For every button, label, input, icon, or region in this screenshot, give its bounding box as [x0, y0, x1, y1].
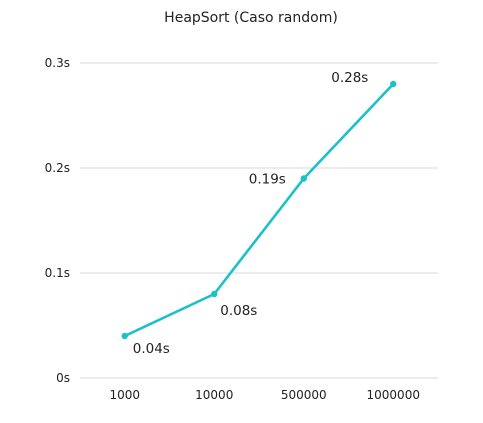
- data-label: 0.28s: [331, 70, 368, 86]
- data-point: [390, 80, 397, 88]
- x-axis-ticks: 1000 10000 500000 1000000: [109, 388, 420, 402]
- data-label-layer: 0.04s 0.08s 0.19s 0.28s: [133, 70, 369, 357]
- x-tick-label: 500000: [281, 388, 327, 402]
- data-point: [211, 290, 218, 298]
- y-tick-label: 0.1s: [45, 266, 70, 280]
- grid-layer: [80, 62, 438, 379]
- x-tick-label: 10000: [195, 388, 233, 402]
- y-axis-ticks: 0s 0.1s 0.2s 0.3s: [45, 56, 70, 385]
- y-tick-label: 0.2s: [45, 161, 70, 175]
- y-tick-label: 0s: [56, 371, 70, 385]
- data-point: [121, 332, 128, 340]
- data-label: 0.19s: [249, 172, 286, 188]
- series-layer: [121, 80, 397, 340]
- chart-title: HeapSort (Caso random): [164, 10, 338, 26]
- data-label: 0.04s: [133, 341, 170, 357]
- y-tick-label: 0.3s: [45, 56, 70, 70]
- x-tick-label: 1000000: [367, 388, 420, 402]
- x-tick-label: 1000: [109, 388, 140, 402]
- data-point: [300, 175, 307, 182]
- data-label: 0.08s: [220, 303, 257, 319]
- series-line: [123, 82, 395, 338]
